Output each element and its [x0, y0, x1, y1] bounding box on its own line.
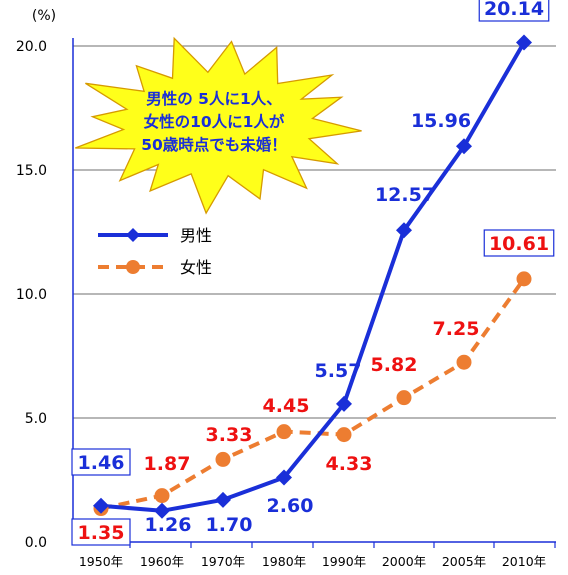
- legend-male-marker: [126, 228, 140, 242]
- female-point: [456, 354, 472, 370]
- male-point: [396, 222, 412, 239]
- annotation-text: 女性の10人に1人が: [144, 112, 285, 131]
- data-label: 20.14: [484, 0, 544, 20]
- annotation-starburst: [75, 36, 362, 215]
- x-tick-label: 2005年: [442, 554, 486, 569]
- annotation-text: 男性の 5人に1人、: [146, 89, 281, 108]
- data-label: 1.87: [144, 453, 191, 475]
- legend-female-marker: [126, 260, 140, 274]
- data-label: 1.70: [206, 514, 253, 536]
- female-point: [336, 427, 352, 443]
- data-label: 1.35: [78, 522, 125, 544]
- x-tick-label: 1970年: [201, 554, 245, 569]
- female-point: [276, 424, 292, 440]
- data-label: 7.25: [433, 318, 480, 340]
- x-tick-label: 1960年: [140, 554, 184, 569]
- y-tick-label: 15.0: [16, 163, 47, 179]
- series-line: [100, 277, 526, 511]
- male-point: [154, 502, 170, 519]
- x-tick-label: 2000年: [382, 554, 426, 569]
- x-tick-label: 2010年: [502, 554, 546, 569]
- y-tick-label: 5.0: [25, 411, 47, 427]
- data-label: 2.60: [267, 495, 314, 517]
- data-label-box: [71, 518, 131, 546]
- male-point: [456, 138, 472, 155]
- y-tick-label: 0.0: [25, 535, 47, 551]
- legend-male-label: 男性: [180, 226, 212, 245]
- data-label: 15.96: [411, 110, 471, 132]
- female-point: [215, 451, 231, 467]
- data-label: 1.26: [145, 514, 192, 536]
- male-point: [276, 469, 292, 486]
- male-point: [336, 395, 352, 412]
- data-label: 1.46: [78, 452, 125, 474]
- male-point: [93, 497, 109, 514]
- data-label: 5.82: [371, 354, 418, 376]
- legend-female-label: 女性: [180, 258, 212, 277]
- data-label-box: [483, 229, 555, 257]
- data-label: 3.33: [206, 424, 253, 446]
- male-point: [516, 34, 532, 51]
- data-label: 4.45: [263, 395, 310, 417]
- y-tick-label: 10.0: [16, 287, 47, 303]
- y-tick-label: 20.0: [16, 39, 47, 55]
- y-axis-unit: (%): [32, 8, 56, 24]
- data-label: 5.57: [315, 360, 362, 382]
- x-tick-label: 1980年: [262, 554, 306, 569]
- female-point: [154, 488, 170, 504]
- male-point: [215, 491, 231, 508]
- female-point: [396, 390, 412, 406]
- x-tick-label: 1990年: [322, 554, 366, 569]
- data-label-box: [71, 448, 131, 476]
- annotation-text: 50歳時点でも未婚！: [141, 135, 287, 154]
- data-label-box: [478, 0, 550, 22]
- data-label: 4.33: [326, 453, 373, 475]
- female-point: [516, 271, 532, 287]
- data-label: 12.57: [375, 184, 435, 206]
- series-line: [100, 41, 526, 513]
- data-label: 10.61: [489, 233, 549, 255]
- x-tick-label: 1950年: [79, 554, 123, 569]
